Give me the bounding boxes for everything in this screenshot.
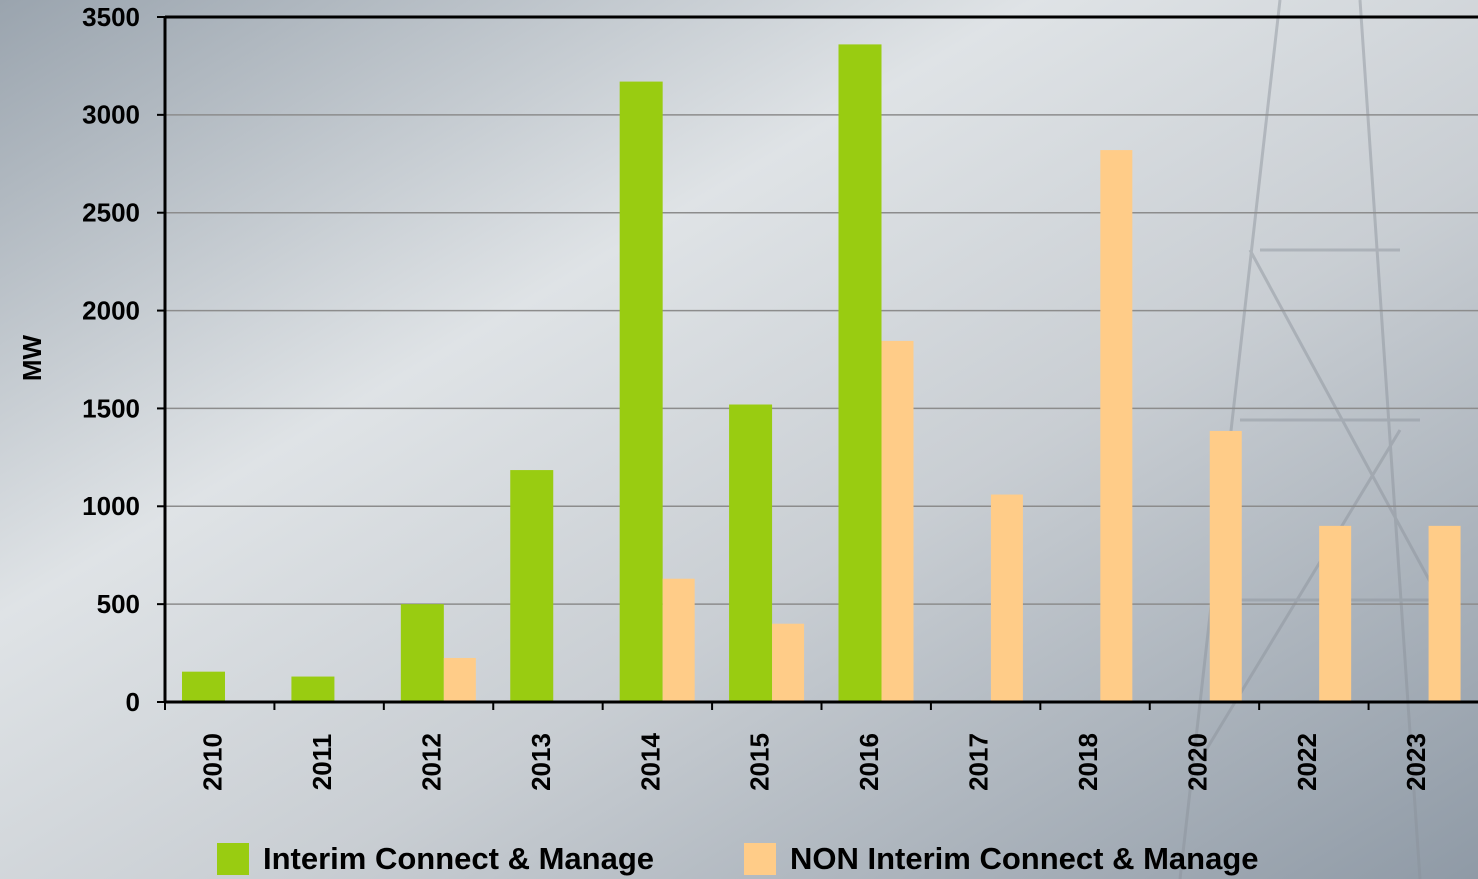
x-tick-label: 2020 [1182,733,1212,791]
bar [1319,526,1351,702]
bar [729,405,772,702]
y-tick-label: 3000 [82,100,140,130]
y-tick-label: 2500 [82,198,140,228]
bar [1100,150,1132,702]
bar [772,624,804,702]
legend-swatch [217,843,249,875]
legend-label: NON Interim Connect & Manage [790,841,1259,876]
y-tick-label: 500 [97,589,140,619]
bar [991,495,1023,702]
bar [444,658,476,702]
bar [663,579,695,702]
x-tick-label: 2017 [964,733,994,791]
y-tick-label: 3500 [82,2,140,32]
bar [620,82,663,702]
x-tick-label: 2014 [635,733,665,791]
x-tick-label: 2011 [307,734,337,790]
x-tick-label: 2016 [854,733,884,791]
legend-swatch [744,843,776,875]
bar [182,672,225,702]
y-tick-label: 1500 [82,393,140,423]
x-tick-label: 2010 [198,733,228,791]
bar [401,604,444,702]
bar [1210,431,1242,702]
x-tick-label: 2015 [745,733,775,791]
x-tick-label: 2022 [1292,733,1322,791]
x-tick-label: 2012 [416,733,446,791]
x-tick-label: 2023 [1401,733,1431,791]
y-tick-label: 0 [126,687,140,717]
bar [291,677,334,702]
bar [839,44,882,702]
y-tick-label: 1000 [82,491,140,521]
bar [1429,526,1461,702]
bar [510,470,553,702]
chart: MW 0 500 1000 1500 2000 2500 3000 3500 2010 2011 2… [0,0,1478,879]
y-tick-label: 2000 [82,295,140,325]
x-tick-label: 2013 [526,733,556,791]
legend-label: Interim Connect & Manage [263,841,654,876]
y-axis-label: MW [17,334,47,381]
x-tick-label: 2018 [1073,733,1103,791]
bar [882,341,914,702]
